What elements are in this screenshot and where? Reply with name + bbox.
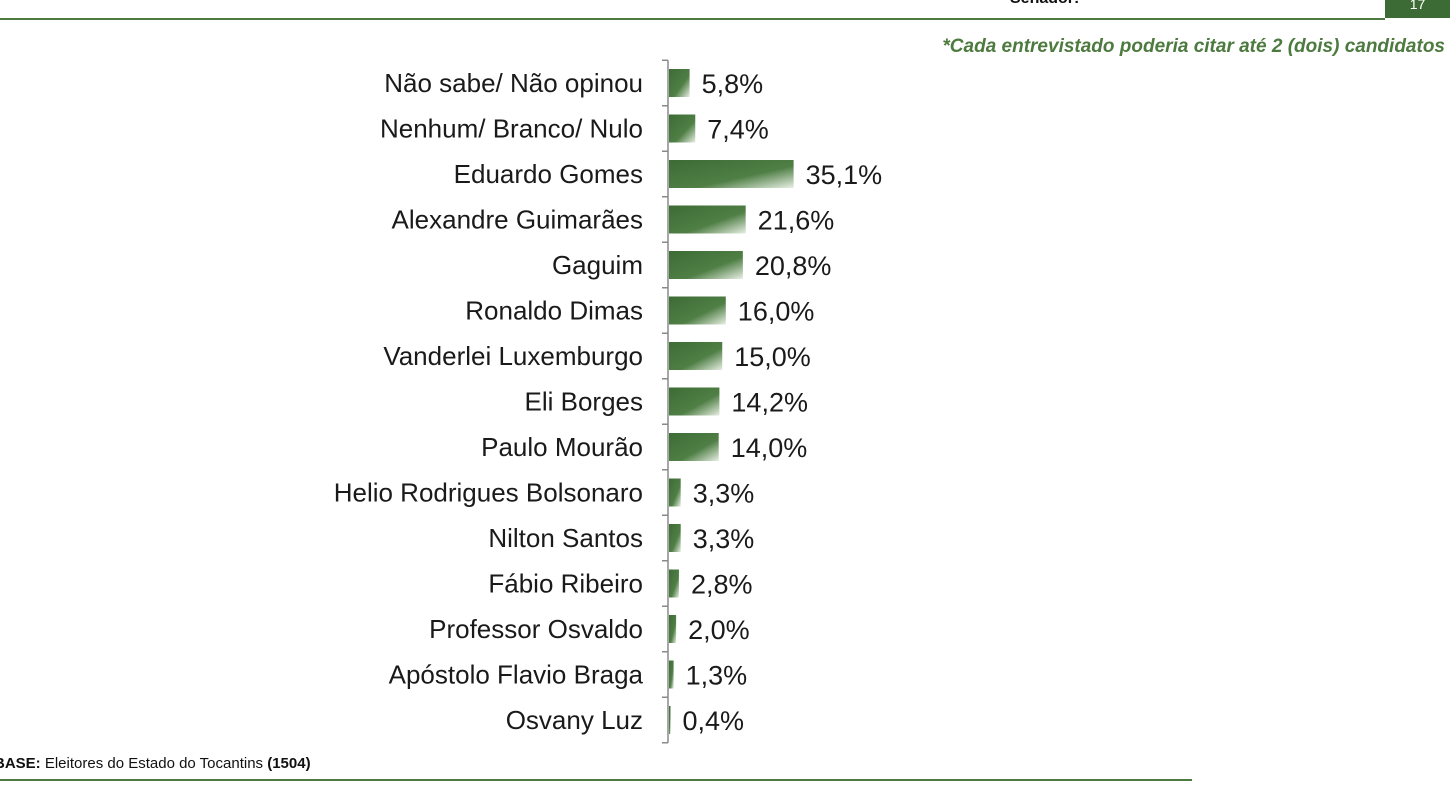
bottom-divider [0, 779, 1192, 781]
bar-chart: Não sabe/ Não opinou 5,8% Nenhum/ Branco/ … [334, 59, 883, 744]
base-prefix: BASE: [0, 755, 41, 772]
value-label: 35,1% [806, 160, 883, 190]
category-label: Não sabe/ Não opinou [384, 68, 643, 98]
chart-note: *Cada entrevistado poderia citar até 2 (… [942, 36, 1445, 57]
category-label: Nilton Santos [488, 523, 643, 553]
category-label: Paulo Mourão [481, 432, 643, 462]
category-label: Eduardo Gomes [454, 159, 643, 189]
value-label: 1,3% [686, 661, 748, 691]
category-label: Ronaldo Dimas [465, 296, 643, 326]
value-label: 5,8% [702, 69, 764, 99]
bar [669, 251, 743, 279]
value-label: 14,2% [731, 388, 808, 418]
value-label: 0,4% [683, 706, 745, 736]
base-footnote: BASE: Eleitores do Estado do Tocantins (… [0, 755, 311, 772]
bar [669, 569, 679, 598]
category-label: Professor Osvaldo [429, 614, 643, 644]
category-label: Eli Borges [525, 387, 644, 417]
category-label: Vanderlei Luxemburgo [383, 341, 643, 371]
bar [669, 69, 690, 97]
value-label: 14,0% [731, 433, 808, 463]
bar [669, 615, 677, 643]
bar [669, 205, 746, 234]
bar [669, 660, 674, 689]
value-label: 2,0% [688, 615, 750, 645]
bar [669, 387, 720, 416]
value-label: 20,8% [755, 251, 832, 281]
category-label: Apóstolo Flavio Braga [389, 660, 644, 690]
value-label: 16,0% [738, 297, 815, 327]
page-number-badge: 17 [1385, 0, 1450, 18]
value-label: 3,3% [693, 479, 755, 509]
value-label: 21,6% [758, 206, 835, 236]
category-label: Alexandre Guimarães [392, 205, 643, 235]
bar [669, 114, 696, 143]
value-label: 7,4% [707, 115, 769, 145]
top-divider [0, 18, 1385, 20]
category-label: Helio Rodrigues Bolsonaro [334, 478, 643, 508]
bar [669, 478, 681, 507]
bar [669, 296, 726, 325]
section-label: Senador: [1010, 0, 1079, 8]
category-label: Osvany Luz [506, 705, 643, 735]
category-label: Nenhum/ Branco/ Nulo [380, 114, 643, 144]
bar [669, 706, 671, 734]
bar [669, 524, 681, 552]
category-label: Fábio Ribeiro [488, 569, 643, 599]
bar [669, 433, 719, 461]
bar [669, 342, 723, 370]
value-label: 3,3% [693, 524, 755, 554]
value-label: 2,8% [691, 570, 753, 600]
value-label: 15,0% [734, 342, 811, 372]
category-label: Gaguim [552, 250, 643, 280]
base-text: Eleitores do Estado do Tocantins [44, 755, 264, 772]
bar [669, 160, 794, 188]
base-count: (1504) [267, 755, 311, 772]
